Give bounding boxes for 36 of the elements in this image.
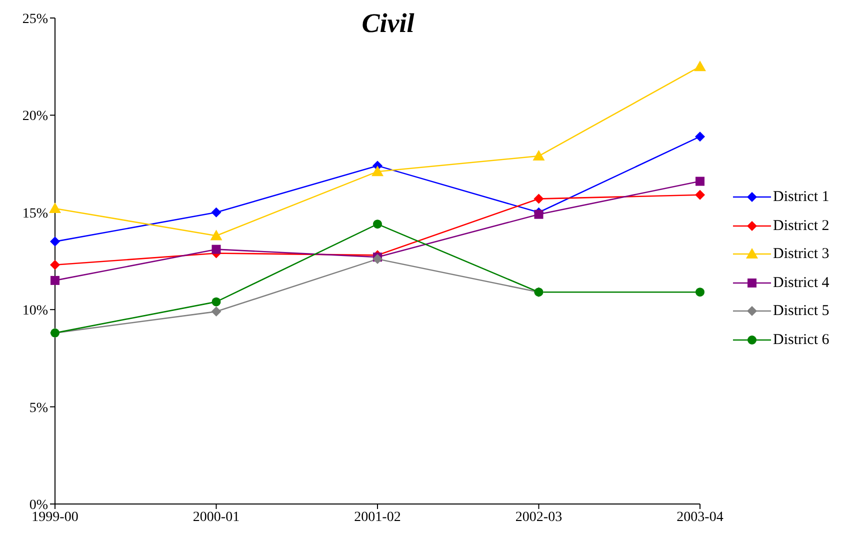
y-tick-label: 25% <box>22 12 48 27</box>
point <box>372 166 384 176</box>
y-tick-label: 15% <box>22 206 48 222</box>
point <box>696 288 704 297</box>
legend-label: District 1 <box>773 188 830 207</box>
point <box>534 210 544 219</box>
point <box>212 297 221 306</box>
legend-label: District 6 <box>773 330 830 350</box>
point <box>211 207 222 218</box>
point <box>210 230 222 240</box>
point <box>372 254 382 264</box>
point <box>694 60 706 72</box>
chart-title: Civil <box>360 8 416 39</box>
point <box>212 244 221 254</box>
point <box>49 202 61 214</box>
point <box>373 220 382 229</box>
legend-label: District 2 <box>773 216 830 236</box>
y-tick-label: 5% <box>29 400 48 416</box>
legend-label: District 5 <box>773 302 830 321</box>
point <box>50 236 60 247</box>
point <box>211 306 222 317</box>
y-tick-label: 20% <box>22 109 48 124</box>
x-tick-label: 2000-01 <box>192 510 240 525</box>
x-tick-label: 2002-03 <box>515 510 562 525</box>
point <box>696 176 704 186</box>
legend-label: District 3 <box>773 245 830 264</box>
x-tick-label: 2001-02 <box>354 510 401 525</box>
point <box>695 190 705 200</box>
legend-label: District 4 <box>773 274 830 292</box>
point <box>695 132 705 142</box>
point <box>534 194 544 204</box>
y-tick-label: 10% <box>22 304 48 319</box>
point <box>50 276 60 285</box>
point <box>532 150 545 161</box>
x-tick-label: 2003-04 <box>676 510 724 525</box>
point <box>50 260 60 270</box>
